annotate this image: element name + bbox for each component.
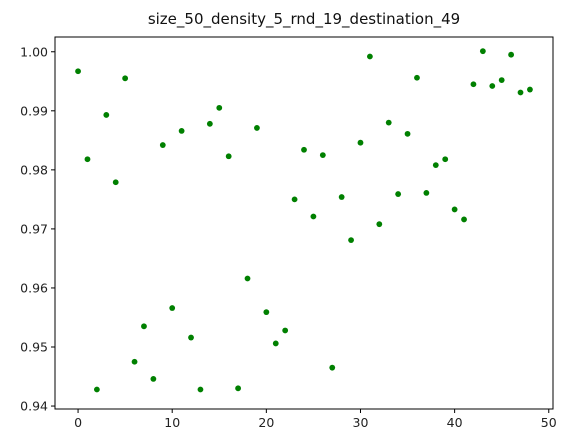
data-point xyxy=(244,275,251,282)
data-point xyxy=(263,309,270,316)
data-point xyxy=(348,237,354,244)
y-tick-label: 0.94 xyxy=(20,399,48,414)
data-point xyxy=(197,386,204,393)
data-point xyxy=(498,77,505,83)
data-point xyxy=(404,130,411,137)
data-point xyxy=(385,119,392,126)
data-point xyxy=(122,75,129,82)
data-point xyxy=(131,358,138,365)
data-point xyxy=(479,48,486,55)
data-point xyxy=(235,385,242,392)
data-point xyxy=(169,305,176,311)
data-point xyxy=(376,221,383,228)
data-point xyxy=(150,375,157,382)
y-tick-label: 0.96 xyxy=(20,280,48,295)
data-point xyxy=(282,327,289,334)
data-point xyxy=(517,89,524,96)
y-tick-label: 0.99 xyxy=(20,103,48,118)
data-point xyxy=(93,386,100,393)
data-point xyxy=(310,213,317,220)
data-point xyxy=(159,142,166,148)
data-point xyxy=(367,53,373,60)
data-point xyxy=(301,146,307,153)
data-point xyxy=(442,156,449,163)
x-tick-label: 10 xyxy=(164,415,180,430)
data-point xyxy=(423,189,430,196)
x-axis-ticks: 0 10 20 30 40 50 xyxy=(74,409,557,430)
x-tick-label: 20 xyxy=(258,415,274,430)
data-point xyxy=(357,139,364,146)
y-tick-label: 0.97 xyxy=(20,221,48,236)
data-point xyxy=(216,104,223,111)
data-point xyxy=(254,125,260,131)
data-point xyxy=(112,179,119,186)
data-point xyxy=(141,323,147,330)
chart-title: size_50_density_5_rnd_19_destination_49 xyxy=(148,10,460,29)
data-point xyxy=(432,162,439,169)
data-point xyxy=(470,81,477,88)
data-point xyxy=(272,340,279,347)
data-points xyxy=(75,48,533,393)
plot-frame xyxy=(54,36,554,410)
data-point xyxy=(75,68,81,75)
x-tick-label: 40 xyxy=(447,415,463,430)
data-point xyxy=(103,112,110,118)
data-point xyxy=(414,74,420,81)
x-tick-label: 30 xyxy=(353,415,369,430)
x-tick-label: 50 xyxy=(541,415,557,430)
data-point xyxy=(188,334,194,341)
x-tick-label: 0 xyxy=(74,415,82,430)
data-point xyxy=(451,206,458,213)
data-point xyxy=(206,120,213,127)
data-point xyxy=(319,152,326,159)
data-point xyxy=(508,51,515,58)
data-point xyxy=(291,196,298,203)
data-point xyxy=(225,153,232,160)
data-point xyxy=(329,364,336,371)
data-point xyxy=(461,216,467,223)
data-point xyxy=(338,194,345,200)
y-axis-ticks: 0.94 0.95 0.96 0.97 0.98 0.99 1.00 xyxy=(20,44,55,414)
y-tick-label: 0.95 xyxy=(20,340,48,355)
data-point xyxy=(395,191,402,197)
data-point xyxy=(84,156,91,163)
data-point xyxy=(178,127,185,134)
data-point xyxy=(489,83,496,89)
y-tick-label: 0.98 xyxy=(20,162,48,177)
y-tick-label: 1.00 xyxy=(20,44,48,59)
data-point xyxy=(527,86,533,93)
